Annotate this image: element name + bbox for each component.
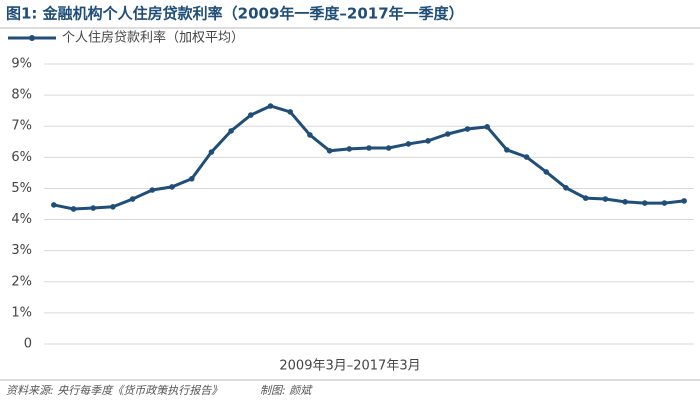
data-point <box>248 112 254 118</box>
data-point <box>681 198 687 204</box>
y-tick-label: 0 <box>24 337 32 352</box>
data-point <box>563 185 569 191</box>
data-point <box>425 138 431 144</box>
data-point <box>326 148 333 154</box>
y-tick-label: 1% <box>11 305 32 320</box>
y-tick-label: 5% <box>11 181 32 196</box>
data-point <box>366 145 372 151</box>
data-point <box>661 200 668 206</box>
data-point <box>228 128 234 134</box>
data-point <box>267 103 274 109</box>
data-point <box>582 195 589 201</box>
y-tick-label: 6% <box>11 150 32 165</box>
data-point <box>287 109 294 115</box>
chart-title: 图1: 金融机构个人住房贷款利率（2009年一季度–2017年一季度） <box>6 5 464 23</box>
data-point <box>385 145 392 151</box>
y-tick-label: 9% <box>11 57 32 72</box>
data-point <box>543 169 550 175</box>
data-point <box>346 146 353 152</box>
data-point <box>405 141 412 147</box>
data-point <box>51 202 57 208</box>
legend-marker <box>29 35 35 41</box>
data-point <box>444 131 451 137</box>
data-point <box>602 196 609 202</box>
data-point <box>70 206 77 212</box>
data-point <box>149 187 156 193</box>
x-axis-label: 2009年3月–2017年3月 <box>279 359 420 374</box>
data-point <box>90 205 97 211</box>
credit: 制图: 颜斌 <box>260 384 313 397</box>
data-point <box>188 176 195 182</box>
data-point <box>169 184 175 190</box>
y-tick-label: 2% <box>11 274 32 289</box>
data-point <box>110 204 116 210</box>
legend-label: 个人住房贷款利率（加权平均） <box>62 30 244 46</box>
data-point <box>208 149 215 155</box>
y-tick-label: 8% <box>11 88 32 103</box>
data-point <box>464 126 471 132</box>
y-tick-label: 3% <box>11 243 32 258</box>
source: 资料来源: 央行每季度《货币政策执行报告》 <box>6 384 222 397</box>
y-tick-label: 4% <box>11 212 32 227</box>
data-point <box>504 147 510 153</box>
y-tick-label: 7% <box>11 119 32 134</box>
data-point <box>484 124 490 130</box>
data-point <box>641 200 648 206</box>
data-point <box>622 199 628 205</box>
data-point <box>523 154 530 160</box>
data-point <box>129 196 136 202</box>
data-point <box>307 132 313 138</box>
